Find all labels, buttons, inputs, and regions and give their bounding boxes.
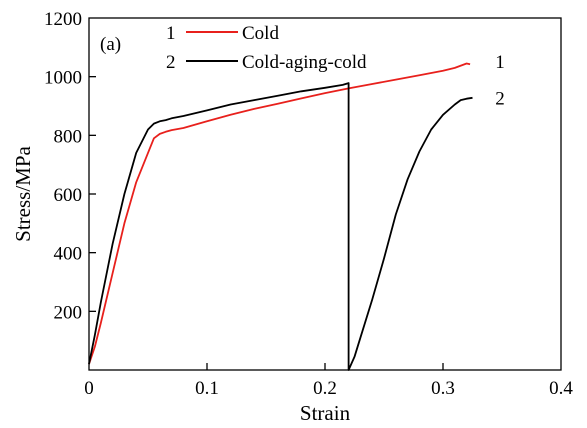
x-tick-label: 0.1 [195, 378, 219, 399]
series-line-cold-aging-cold [88, 82, 473, 371]
x-tick-label: 0.2 [313, 378, 337, 399]
legend-id-2: 2 [166, 52, 176, 73]
y-tick-label: 1000 [44, 68, 82, 89]
y-tick-label: 600 [54, 185, 83, 206]
labels-layer: 0 0.1 0.2 0.3 0.4 200 400 600 800 1000 1200 [44, 9, 573, 399]
legend-entry-cold: Cold [242, 23, 279, 44]
curve-label-1: 1 [495, 52, 505, 73]
legend-entry-cold-aging-cold: Cold-aging-cold [242, 52, 367, 73]
series-line-cold [88, 62, 471, 365]
panel-label: (a) [100, 34, 121, 55]
legend: 1 Cold 2 Cold-aging-cold [166, 23, 367, 73]
x-axis-title: Strain [300, 401, 351, 425]
y-axis-title: Stress/MPa [11, 145, 35, 241]
y-tick-label: 800 [54, 126, 83, 147]
y-tick-label: 1200 [44, 9, 82, 30]
ticks-layer [89, 76, 444, 370]
x-tick-label: 0 [84, 378, 94, 399]
x-tick-label: 0.3 [431, 378, 455, 399]
legend-id-1: 1 [166, 23, 176, 44]
curve-label-2: 2 [495, 89, 505, 110]
x-tick-label: 0.4 [549, 378, 573, 399]
y-tick-label: 200 [54, 302, 83, 323]
y-tick-label: 400 [54, 244, 83, 265]
series-layer [88, 62, 473, 371]
